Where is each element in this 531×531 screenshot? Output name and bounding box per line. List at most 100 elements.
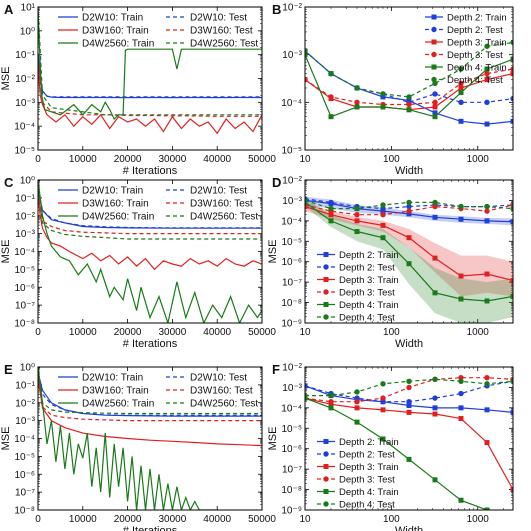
data-point <box>432 203 438 210</box>
x-tick-label: 100 <box>383 154 400 165</box>
panel-label: C <box>4 175 14 190</box>
data-point <box>354 229 360 235</box>
legend-marker <box>323 501 329 507</box>
data-point <box>510 39 513 46</box>
y-tick-label: 10⁻³ <box>15 229 35 240</box>
x-tick-label: 100 <box>383 327 400 338</box>
y-tick-label: 10⁻⁸ <box>281 485 302 496</box>
data-point <box>484 374 490 381</box>
data-point <box>510 71 513 77</box>
y-axis-label: MSE <box>0 67 12 91</box>
legend-label: Depth 2: Test <box>339 450 395 461</box>
x-tick-label: 20000 <box>114 327 142 338</box>
legend-marker <box>431 14 437 20</box>
series-line <box>305 380 513 403</box>
legend-marker <box>323 476 329 482</box>
legend: D2W10: Train D2W10: Test D3W160: Train D3W1… <box>58 13 258 50</box>
legend-marker <box>323 252 329 257</box>
error-band <box>305 202 513 297</box>
y-tick-label: 10⁻³ <box>282 383 302 394</box>
data-point <box>432 411 438 417</box>
legend-marker <box>323 439 329 444</box>
series-line <box>305 41 513 98</box>
panel-label: B <box>272 2 281 17</box>
panel-label: F <box>272 362 280 377</box>
data-point <box>406 456 412 462</box>
x-tick-label: 20000 <box>114 514 142 525</box>
series-line <box>38 373 262 416</box>
x-tick-label: 100 <box>383 514 400 525</box>
y-tick-label: 10⁻² <box>282 3 302 14</box>
legend-marker <box>323 451 329 457</box>
y-tick-label: 10⁻¹ <box>15 380 35 391</box>
data-point <box>354 389 360 395</box>
data-point <box>406 235 412 241</box>
data-point <box>458 203 464 210</box>
series-line <box>38 194 262 235</box>
x-tick-label: 10000 <box>69 327 97 338</box>
data-point <box>484 507 490 510</box>
legend-label: D2W10: Test <box>190 373 247 384</box>
series-line <box>305 198 513 210</box>
series-line <box>305 397 488 510</box>
x-tick-label: 10000 <box>69 154 97 165</box>
legend-label: D2W10: Train <box>82 13 143 24</box>
legend-marker <box>323 264 329 270</box>
legend-marker <box>323 302 329 307</box>
y-tick-label: 10⁻⁴ <box>281 216 302 227</box>
y-tick-label: 10¹ <box>21 3 36 14</box>
x-tick-label: 50000 <box>248 154 276 165</box>
y-tick-label: 10⁻⁷ <box>15 301 35 312</box>
data-point <box>380 381 386 387</box>
data-point <box>432 376 438 382</box>
y-tick-label: 10⁻² <box>15 74 35 85</box>
y-axis-label: MSE <box>0 427 12 451</box>
x-tick-label: 40000 <box>203 327 231 338</box>
y-tick-label: 10⁻² <box>15 211 35 222</box>
panel-label: D <box>272 175 281 190</box>
legend-marker <box>431 39 437 45</box>
y-tick-label: 10⁻⁵ <box>281 424 302 435</box>
x-tick-label: 0 <box>35 154 41 165</box>
plot-area <box>38 367 262 510</box>
panel-label: A <box>4 2 14 17</box>
y-tick-label: 10⁻⁵ <box>281 237 302 248</box>
data-point <box>510 118 513 124</box>
y-tick-label: 10⁻⁴ <box>281 403 302 414</box>
legend-label: Depth 3: Train <box>339 275 399 286</box>
data-point <box>305 395 308 401</box>
series-line <box>38 7 262 121</box>
data-point <box>458 405 464 411</box>
y-tick-label: 10⁻⁸ <box>14 319 35 330</box>
panel-c: 10⁻⁸ 10⁻⁷ 10⁻⁶ 10⁻⁵ 10⁻⁴ 10⁻³ 10⁻² 10⁻¹ 10⁰ 0 1000… <box>0 175 276 350</box>
y-tick-label: 10⁻⁵ <box>281 146 302 157</box>
legend-label: Depth 4: Train <box>339 300 399 311</box>
data-point <box>484 70 490 77</box>
legend-marker <box>323 314 329 320</box>
series-line <box>38 379 262 422</box>
data-point <box>432 405 438 411</box>
data-point <box>432 214 438 220</box>
series-line <box>38 372 262 415</box>
legend-label: D3W160: Train <box>82 26 149 37</box>
data-point <box>484 43 490 49</box>
data-point <box>328 399 334 405</box>
x-tick-label: 10 <box>299 514 311 525</box>
data-point <box>406 203 412 210</box>
data-point <box>328 114 334 120</box>
data-point <box>406 208 412 214</box>
legend-label: D4W2560: Test <box>190 39 258 50</box>
y-tick-label: 10⁻² <box>15 398 35 409</box>
y-tick-label: 10⁻⁴ <box>281 98 302 109</box>
y-tick-label: 10⁻⁵ <box>14 146 35 157</box>
data-point <box>432 199 438 206</box>
legend-label: Depth 3: Test <box>339 475 395 486</box>
data-point <box>458 273 464 279</box>
data-point <box>328 218 334 224</box>
data-point <box>406 378 412 384</box>
series-line <box>38 59 262 117</box>
y-tick-label: 10⁰ <box>20 363 35 374</box>
data-point <box>406 211 412 217</box>
y-tick-label: 10⁰ <box>20 26 35 37</box>
